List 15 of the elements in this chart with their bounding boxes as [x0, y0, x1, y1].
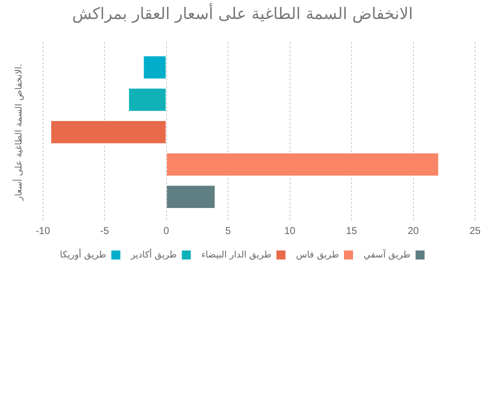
x-tick-label: 10 [284, 226, 296, 237]
legend-label: طريق أكادير [130, 248, 177, 260]
x-tick-label: -10 [36, 226, 50, 237]
x-tick-label: 5 [225, 226, 232, 237]
x-tick-label: -5 [100, 226, 110, 237]
y-axis-title: الانخفاض السمة الطاغية على أسعار. [12, 64, 25, 202]
legend-label: طريق آسفي [363, 248, 411, 260]
legend-label: طريق الدار البيضاء [201, 250, 272, 260]
x-tick-label: 0 [164, 226, 170, 237]
x-tick-label: 20 [408, 226, 420, 237]
legend-label: طريق أوريكا [60, 248, 106, 260]
x-tick-label: 15 [346, 226, 358, 237]
legend-label: طريق فاس [296, 250, 339, 260]
chart-title: الانخفاض السمة الطاغية على أسعار العقار بمراكش [72, 2, 413, 23]
x-tick-label: 25 [469, 226, 481, 237]
